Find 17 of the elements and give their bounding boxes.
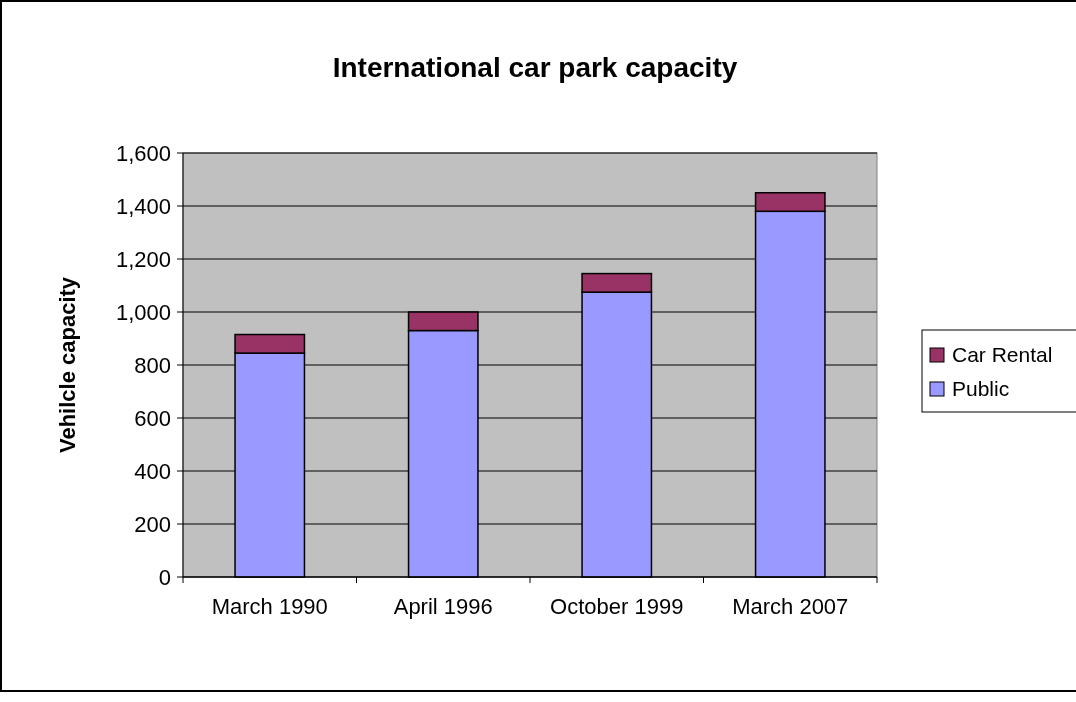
y-tick-label: 600	[134, 405, 171, 431]
x-tick-label: March 1990	[211, 594, 328, 619]
x-tick-label: March 2007	[732, 594, 849, 619]
y-tick-label: 1,000	[115, 299, 171, 325]
x-tick-label: April 1996	[393, 594, 493, 619]
legend-label: Public	[952, 377, 1010, 401]
chart-title: International car park capacity	[332, 52, 738, 83]
x-tick-label: October 1999	[550, 594, 684, 619]
y-tick-label: 400	[134, 458, 171, 484]
y-tick-label: 800	[134, 352, 171, 378]
y-tick-label: 200	[134, 511, 171, 537]
y-tick-label: 0	[158, 564, 171, 590]
y-tick-label: 1,600	[115, 140, 171, 166]
legend-label: Car Rental	[952, 343, 1053, 367]
y-tick-label: 1,400	[115, 193, 171, 219]
y-tick-label: 1,200	[115, 246, 171, 272]
y-axis-title: Vehilcle capacity	[55, 276, 80, 454]
